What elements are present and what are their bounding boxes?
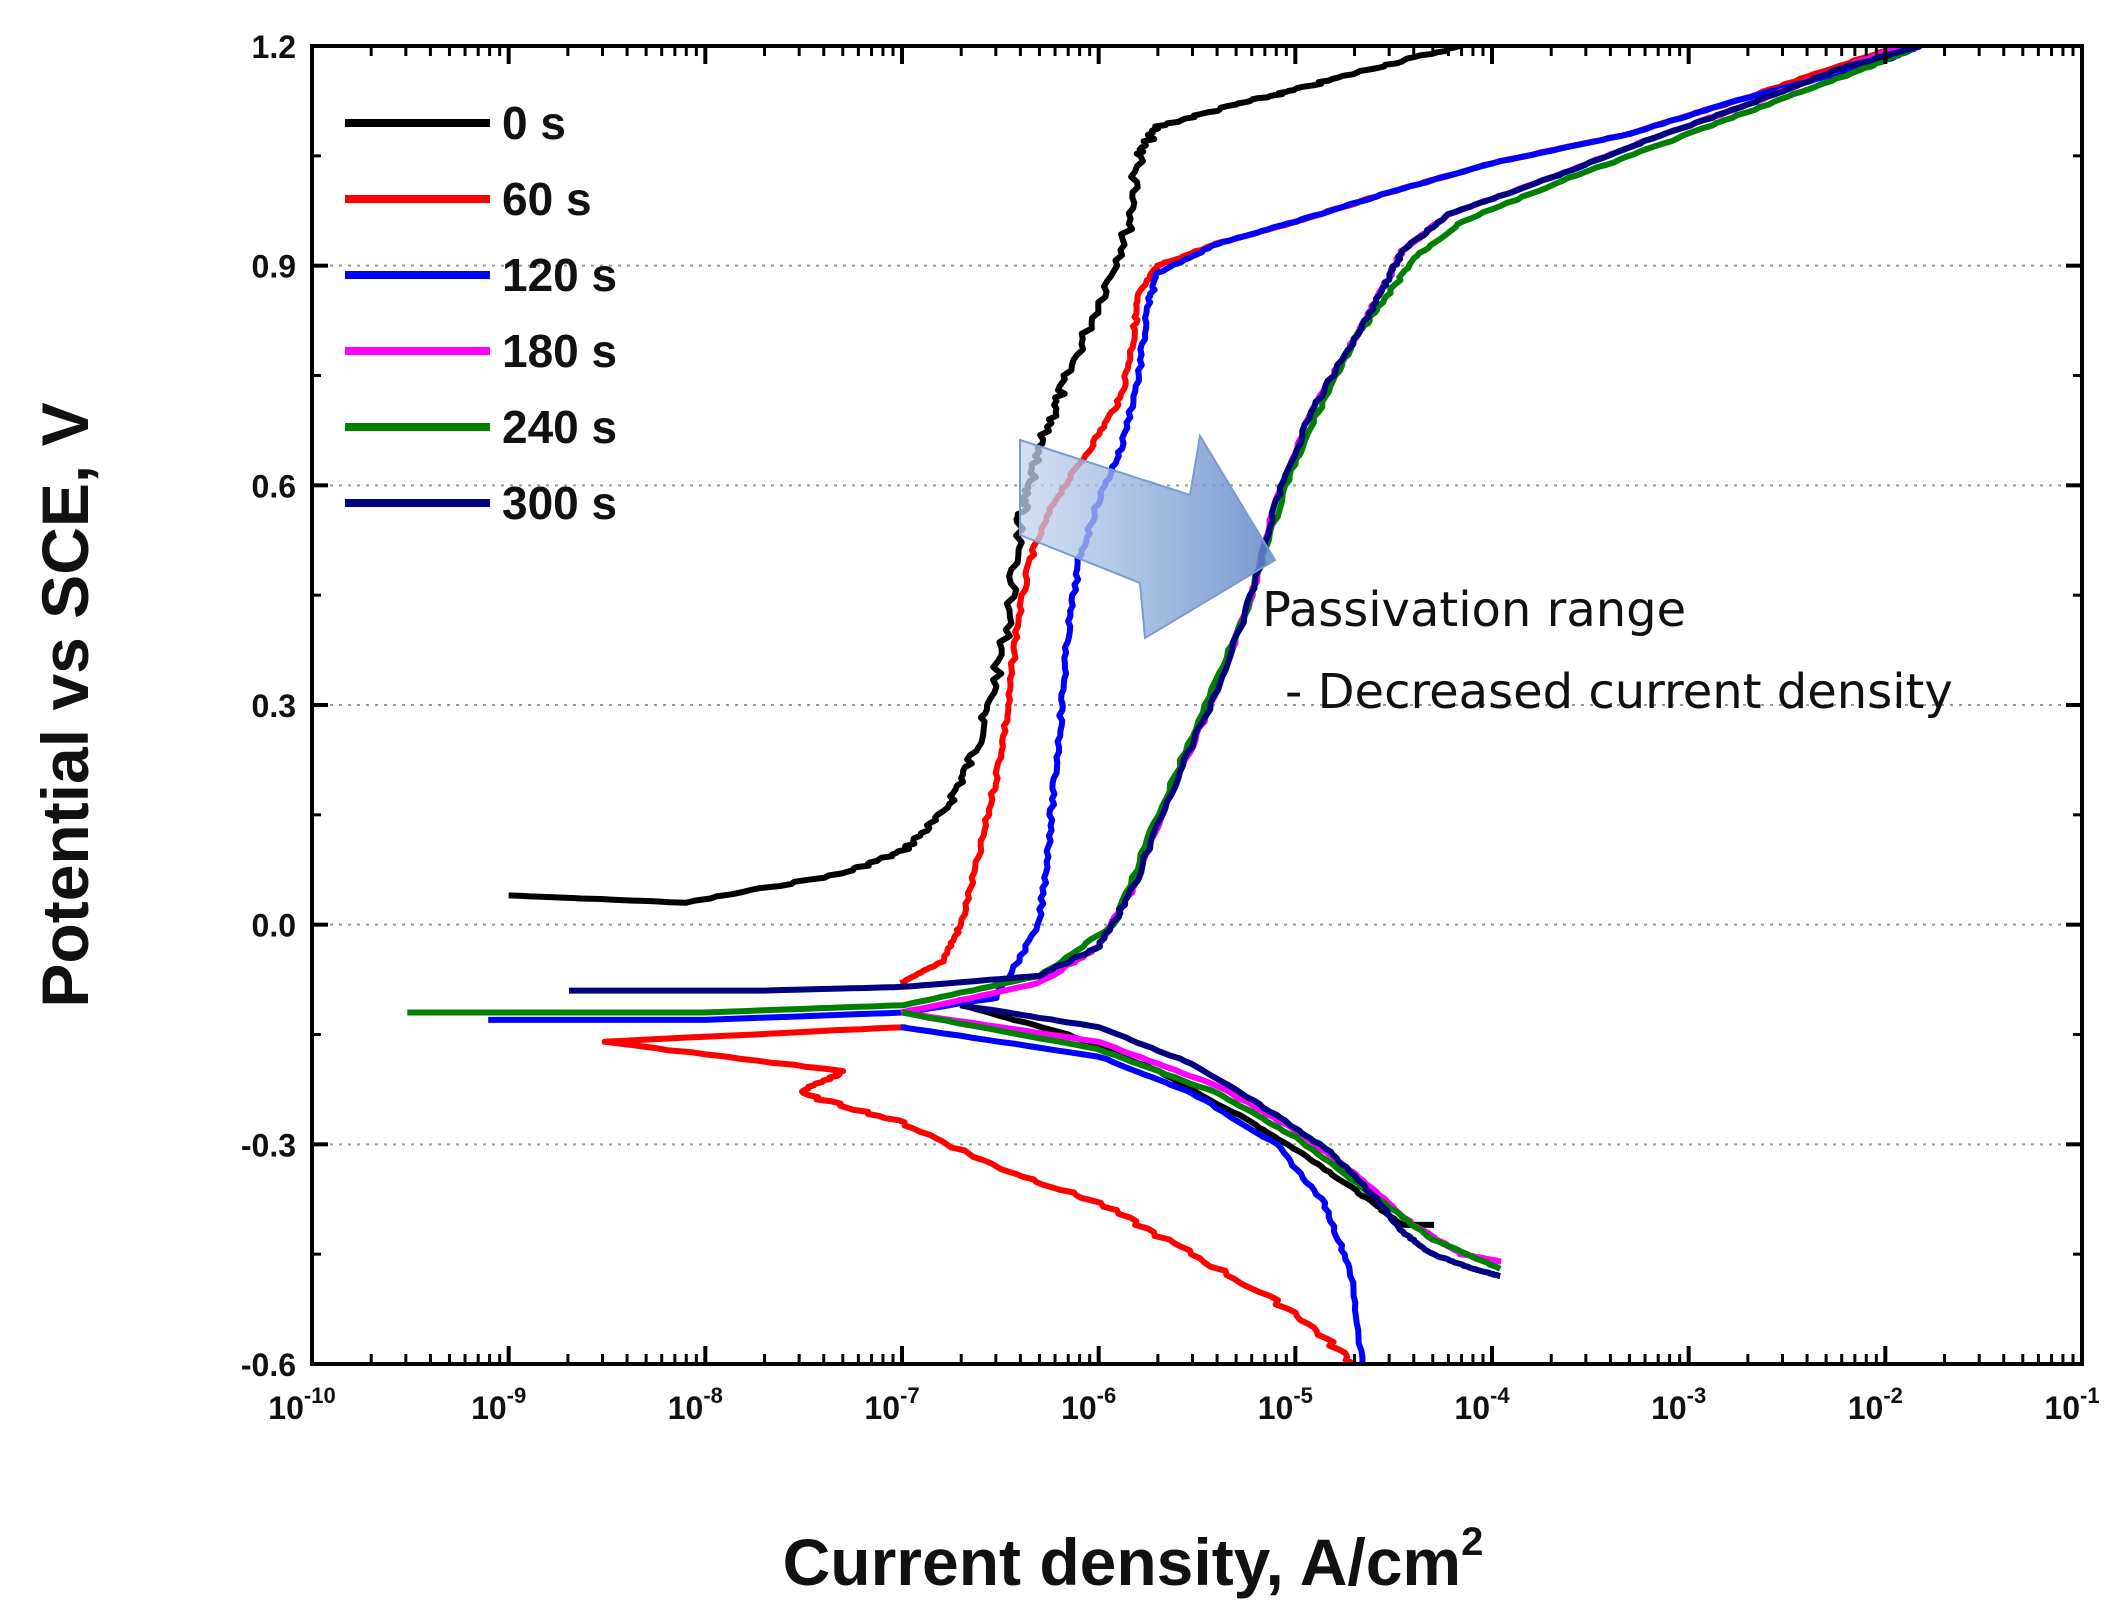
tick-labels: 1.2 0.9 0.6 0.3 0.0 -0.3 -0.610-10 10-9 10-8 10-7… xyxy=(241,29,2100,1426)
x-tick-label: 10-1 xyxy=(2044,1383,2099,1426)
y-tick-label: 0.0 xyxy=(252,908,296,944)
x-tick-label: 10-10 xyxy=(268,1383,335,1426)
series-180s xyxy=(900,46,1903,1265)
x-tick-label: 10-9 xyxy=(471,1383,526,1426)
x-tick-label: 10-2 xyxy=(1848,1383,1903,1426)
series-cathodic-line xyxy=(901,1009,1502,1272)
y-tick-label: 1.2 xyxy=(252,29,296,65)
x-axis-title: Current density, A/cm2 xyxy=(783,1520,1484,1599)
legend-label: 60 s xyxy=(502,173,592,225)
y-tick-label: -0.3 xyxy=(241,1127,296,1163)
legend-label: 180 s xyxy=(502,325,617,377)
x-tick-label: 10-6 xyxy=(1061,1383,1116,1426)
y-tick-label: 0.6 xyxy=(252,468,296,504)
series-anodic-line xyxy=(488,46,1922,1023)
x-tick-label: 10-5 xyxy=(1258,1383,1313,1426)
legend-label: 240 s xyxy=(502,401,617,453)
series-120s xyxy=(488,46,1922,1364)
series-300s xyxy=(569,46,1921,1280)
series-cathodic-line xyxy=(601,1024,1357,1364)
series-cathodic-line xyxy=(900,1024,1366,1364)
legend-label: 120 s xyxy=(502,249,617,301)
y-tick-label: -0.6 xyxy=(241,1347,296,1383)
series-240s xyxy=(407,46,1921,1272)
x-axis-title-superscript: 2 xyxy=(1461,1520,1483,1564)
series-anodic-line xyxy=(569,46,1921,994)
x-tick-label: 10-7 xyxy=(864,1383,919,1426)
legend: 0 s 60 s 120 s 180 s 240 s 300 s xyxy=(345,97,617,529)
y-tick-label: 0.9 xyxy=(252,249,296,285)
y-axis-title: Potential vs SCE, V xyxy=(28,402,102,1007)
annotation-line2: - Decreased current density xyxy=(1285,664,1953,720)
y-tick-label: 0.3 xyxy=(252,688,296,724)
x-tick-label: 10-4 xyxy=(1454,1383,1510,1426)
axis-ticks xyxy=(310,44,2084,1366)
legend-label: 0 s xyxy=(502,97,566,149)
passivation-arrow xyxy=(1019,433,1277,640)
x-axis-title-main: Current density, A/cm xyxy=(783,1525,1461,1599)
annotation-line1: Passivation range xyxy=(1262,582,1686,638)
series-anodic-line xyxy=(508,46,1461,906)
x-tick-label: 10-3 xyxy=(1651,1383,1706,1426)
legend-label: 300 s xyxy=(502,477,617,529)
series-cathodic-line xyxy=(961,1002,1501,1280)
x-tick-label: 10-8 xyxy=(668,1383,723,1426)
